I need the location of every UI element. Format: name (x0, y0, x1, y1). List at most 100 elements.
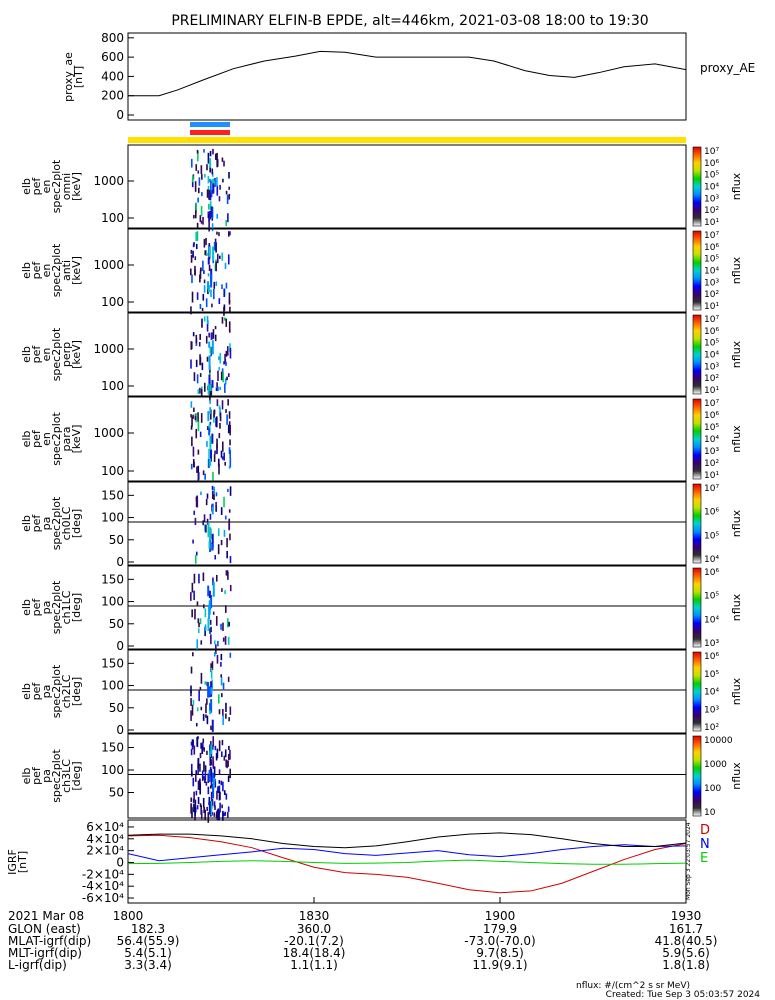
spectrogram-speck (221, 588, 223, 592)
spectrogram-speck (222, 637, 225, 642)
colorbar-tick-label: 10⁴ (704, 267, 719, 277)
spectrogram-speck (217, 462, 220, 467)
spectrogram-speck (215, 492, 218, 497)
colorbar-3 (692, 314, 702, 395)
colorbar-5 (692, 483, 702, 564)
ephemeris-value: 182.3 (131, 922, 165, 936)
spectrogram-speck (217, 386, 219, 392)
spectrogram-speck (213, 801, 216, 808)
spectrogram-speck (213, 812, 216, 817)
spectrogram-speck (205, 298, 208, 308)
spectrogram-speck (203, 316, 206, 322)
spectrogram-speck (195, 164, 198, 171)
spectrogram-speck (226, 194, 229, 205)
ylabel-line: spec2plot (50, 327, 63, 381)
colorbar-8 (692, 735, 702, 817)
spectrogram-speck (193, 407, 195, 413)
ylabel-line: pef (30, 429, 43, 448)
ylabel-unit: [keV] (70, 172, 83, 201)
spectrogram-speck (210, 725, 212, 730)
spectrogram-speck (220, 371, 223, 381)
ytick-label: 100 (101, 379, 124, 393)
ylabel-line: pef (30, 261, 43, 280)
ylabel-line: spec2plot (50, 412, 63, 466)
spectrogram-speck (223, 288, 226, 298)
spectrogram-speck (229, 424, 232, 436)
spectrogram-speck (225, 350, 228, 357)
ylabel-line: omni (60, 173, 73, 200)
spectrogram-speck (204, 173, 206, 178)
spectrogram-speck (226, 414, 228, 425)
spectrogram-speck (224, 378, 227, 385)
spectrogram-core (209, 210, 212, 220)
xtick-label: 1900 (485, 909, 516, 923)
spectrogram-speck (195, 334, 198, 344)
spectrogram-speck (195, 770, 198, 775)
colorbar-tick-label: 10⁵ (704, 339, 719, 349)
spectrogram-speck (225, 793, 228, 800)
spectrogram-core (210, 206, 213, 218)
spectrogram-speck (218, 196, 221, 202)
ephemeris-value: 3.3(3.4) (124, 958, 172, 972)
spectrogram-speck (199, 779, 201, 790)
spectrogram-speck (206, 323, 209, 332)
spectrogram-speck (204, 626, 206, 637)
spectrogram-speck (196, 805, 199, 810)
ytick-label: 800 (101, 31, 124, 45)
ylabel-line: elb (20, 262, 33, 279)
spectrogram-speck (228, 186, 230, 190)
spectrogram-speck (211, 679, 213, 689)
spectrogram-speck (198, 177, 201, 186)
spectrogram-speck (202, 572, 205, 582)
igrf-line-D (127, 834, 687, 894)
spectrogram-speck (203, 285, 206, 293)
colorbar-tick-label: 1000 (704, 760, 727, 770)
colorbar-tick-label: 10² (704, 459, 719, 469)
spectrogram-speck (199, 304, 202, 309)
colorbar-tick-label: 10⁵ (704, 670, 719, 680)
spectrogram-speck (192, 250, 194, 258)
spectrogram-speck (204, 608, 207, 618)
spectrogram-speck (204, 382, 206, 392)
ytick-label: 0 (116, 639, 124, 653)
spectrogram-speck (203, 776, 205, 780)
colorbar-tick-label: 10³ (704, 447, 719, 457)
ytick-label: 100 (101, 511, 124, 525)
spectrogram-speck (221, 751, 223, 758)
spectrogram-speck (223, 790, 226, 795)
spectrogram-speck (195, 551, 198, 556)
colorbar-tick-label: 10³ (704, 362, 719, 372)
spectrogram-speck (219, 412, 222, 422)
spectrogram-core (210, 273, 213, 288)
spectrogram-speck (228, 292, 231, 303)
ephemeris-value: 161.7 (669, 922, 703, 936)
spectrogram-speck (190, 803, 192, 814)
spectrogram-speck (190, 685, 192, 693)
spectrogram-speck (209, 346, 212, 354)
spectrogram-speck (205, 237, 207, 246)
ylabel-line: pa (40, 601, 53, 615)
spectrogram-speck (203, 604, 205, 609)
ytick-label: 1000 (93, 174, 124, 188)
panel-frame-6 (127, 565, 687, 650)
spectrogram-speck (200, 388, 203, 396)
spectrogram-speck (203, 807, 205, 814)
spectrogram-speck (214, 334, 217, 342)
spectrogram-speck (192, 777, 195, 787)
spectrogram-speck (227, 618, 229, 628)
ytick-label: 6×10⁴ (86, 820, 124, 834)
spectrogram-speck (215, 501, 217, 512)
ytick-label: 0 (116, 108, 124, 122)
spectrogram-speck (219, 352, 222, 364)
spectrogram-speck (199, 333, 201, 340)
ylabel-line: ch2LC (60, 674, 73, 708)
ytick-label: 150 (101, 656, 124, 670)
spectrogram-speck (218, 780, 221, 784)
spectrogram-speck (227, 571, 229, 580)
spectrogram-speck (224, 605, 227, 613)
spectrogram-speck (222, 781, 224, 792)
spectrogram-speck (209, 390, 211, 401)
